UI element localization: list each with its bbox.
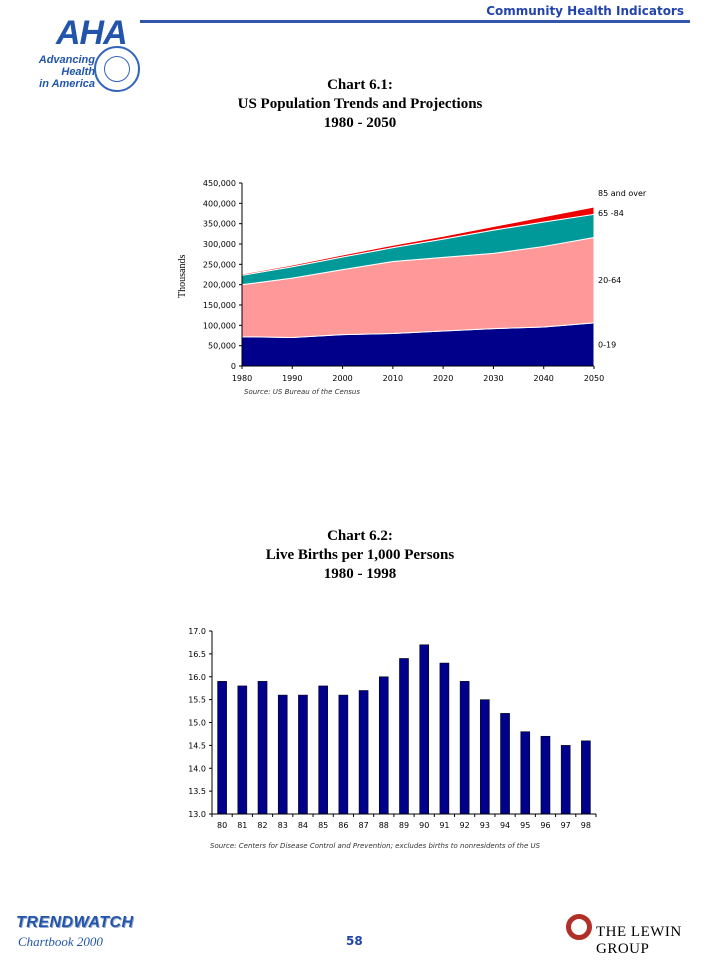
bar-81 [237,685,248,815]
bar-85 [318,685,328,815]
chart-1-x-tick-label: 1980 [232,374,252,383]
aha-seal-icon [94,46,140,92]
aha-tagline: Advancing Health in America [12,54,95,90]
bar-89 [399,658,409,815]
chart-2-title: Chart 6.2: Live Births per 1,000 Persons… [0,527,720,584]
chart-1-title-line1: Chart 6.1: [327,77,393,93]
chart-2-y-tick-label: 13.0 [188,810,206,819]
chart-1-source: Source: US Bureau of the Census [244,388,360,396]
chart-1-x-tick-label: 2050 [584,374,604,383]
bar-91 [439,662,450,815]
bar-83 [277,694,288,815]
chart-2-y-tick-label: 15.0 [188,719,206,728]
bar-92 [459,681,470,815]
chart-2-y-tick-label: 16.0 [188,673,206,682]
bar-87 [358,690,369,815]
chart-2-title-line3: 1980 - 1998 [323,566,397,582]
header-title: Community Health Indicators [486,4,684,18]
chart-1-x-tick-label: 2040 [534,374,554,383]
aha-logo: AHA [56,14,128,52]
chart-1-series-label: 85 and over [598,189,647,198]
chart-1-y-tick-label: 0 [231,362,236,371]
bar-88 [378,676,389,815]
chart-1-y-tick-label: 150,000 [203,301,236,310]
bar-94 [500,713,510,815]
chart-2-x-tick-label: 97 [561,821,571,830]
chart-2-bars: 80 81 82 83 84 85 86 87 88 89 90 91 92 93 94 95 96 97 98 13… [188,627,597,830]
chart-1-x-tick-label: 2000 [332,374,352,383]
chart-1-x-tick-label: 2020 [433,374,453,383]
chart-2-x-tick-label: 90 [419,821,429,830]
chart-2-x-tick-label: 84 [298,821,308,830]
chart-1-x-tick-label: 1990 [282,374,302,383]
chart-2-source: Source: Centers for Disease Control and … [210,842,541,850]
chart-2-x-tick-label: 98 [581,821,591,830]
trendwatch-logo: TRENDWATCH [16,914,134,931]
chart-1-y-tick-label: 200,000 [203,281,236,290]
chart-2-x-tick-label: 93 [480,821,490,830]
chart-2-title-line1: Chart 6.2: [327,528,393,544]
chart-1-y-tick-label: 350,000 [203,220,236,229]
chart-2-y-tick-label: 17.0 [188,627,206,636]
chart-2-x-tick-label: 88 [379,821,389,830]
page-number: 58 [346,934,363,948]
chart-2-y-tick-label: 14.0 [188,764,206,773]
chart-2-y-tick-label: 16.5 [188,650,206,659]
chart-1-series-label: 65 -84 [598,209,624,218]
bar-82 [257,681,268,815]
chart-2-y-tick-label: 15.5 [188,696,206,705]
chart-2-x-tick-label: 95 [520,821,530,830]
chart-2-x-tick-label: 83 [278,821,288,830]
bar-86 [338,694,349,815]
chart-2-x-tick-label: 89 [399,821,409,830]
chart-2-x-tick-label: 96 [540,821,550,830]
lewin-group-logo-text: THE LEWIN GROUP [596,924,682,957]
bar-93 [480,699,490,815]
chart-2-x-tick-label: 94 [500,821,510,830]
chart-1-x-tick-label: 2030 [483,374,503,383]
chart-1-y-tick-label: 300,000 [203,240,236,249]
aha-tagline-line2: in America [39,78,95,90]
bar-97 [560,745,571,815]
chart-2-y-tick-label: 13.5 [188,787,206,796]
bar-90 [419,644,430,815]
chart-1-title-line2: US Population Trends and Projections [237,96,483,112]
chart-2-x-tick-label: 86 [338,821,348,830]
chart-1-y-tick-label: 100,000 [203,321,236,330]
bar-80 [217,681,227,815]
lewin-group-logo-icon [566,914,592,940]
area-band-85-and-over [241,206,595,276]
chart-2-x-tick-label: 92 [460,821,470,830]
chart-1-area: 0 50,000 100,000 150,000 200,000 250,000 300,0… [203,179,647,383]
chart-1-y-axis-title: Thousands [177,254,188,298]
chart-2-x-tick-label: 81 [237,821,247,830]
chart-2-x-tick-label: 80 [217,821,227,830]
chart-1-y-tick-label: 450,000 [203,179,236,188]
aha-seal-inner-icon [104,56,130,82]
chart-2-x-tick-label: 85 [318,821,328,830]
chart-2-y-tick-label: 14.5 [188,741,206,750]
chart-1-y-tick-label: 50,000 [208,342,236,351]
bar-95 [520,731,531,815]
chart-2-title-line2: Live Births per 1,000 Persons [265,547,455,563]
chart-2-x-tick-label: 91 [439,821,449,830]
chart-2-x-tick-label: 82 [257,821,267,830]
aha-tagline-line1: Advancing Health [38,54,95,78]
chart-1-title-line3: 1980 - 2050 [323,115,397,131]
chart-1-series-label: 0-19 [598,340,616,349]
chart-2-x-tick-label: 87 [358,821,368,830]
chart-1-series-label: 20-64 [598,276,621,285]
header-rule [140,20,690,23]
chart-1-y-tick-label: 250,000 [203,260,236,269]
chartbook-label: Chartbook 2000 [18,934,103,949]
chart-1-title: Chart 6.1: US Population Trends and Proj… [0,76,720,133]
bar-84 [298,694,308,815]
bar-96 [540,735,551,815]
bar-98 [581,740,591,815]
chart-1-x-tick-label: 2010 [383,374,403,383]
chart-1-y-tick-label: 400,000 [203,199,236,208]
